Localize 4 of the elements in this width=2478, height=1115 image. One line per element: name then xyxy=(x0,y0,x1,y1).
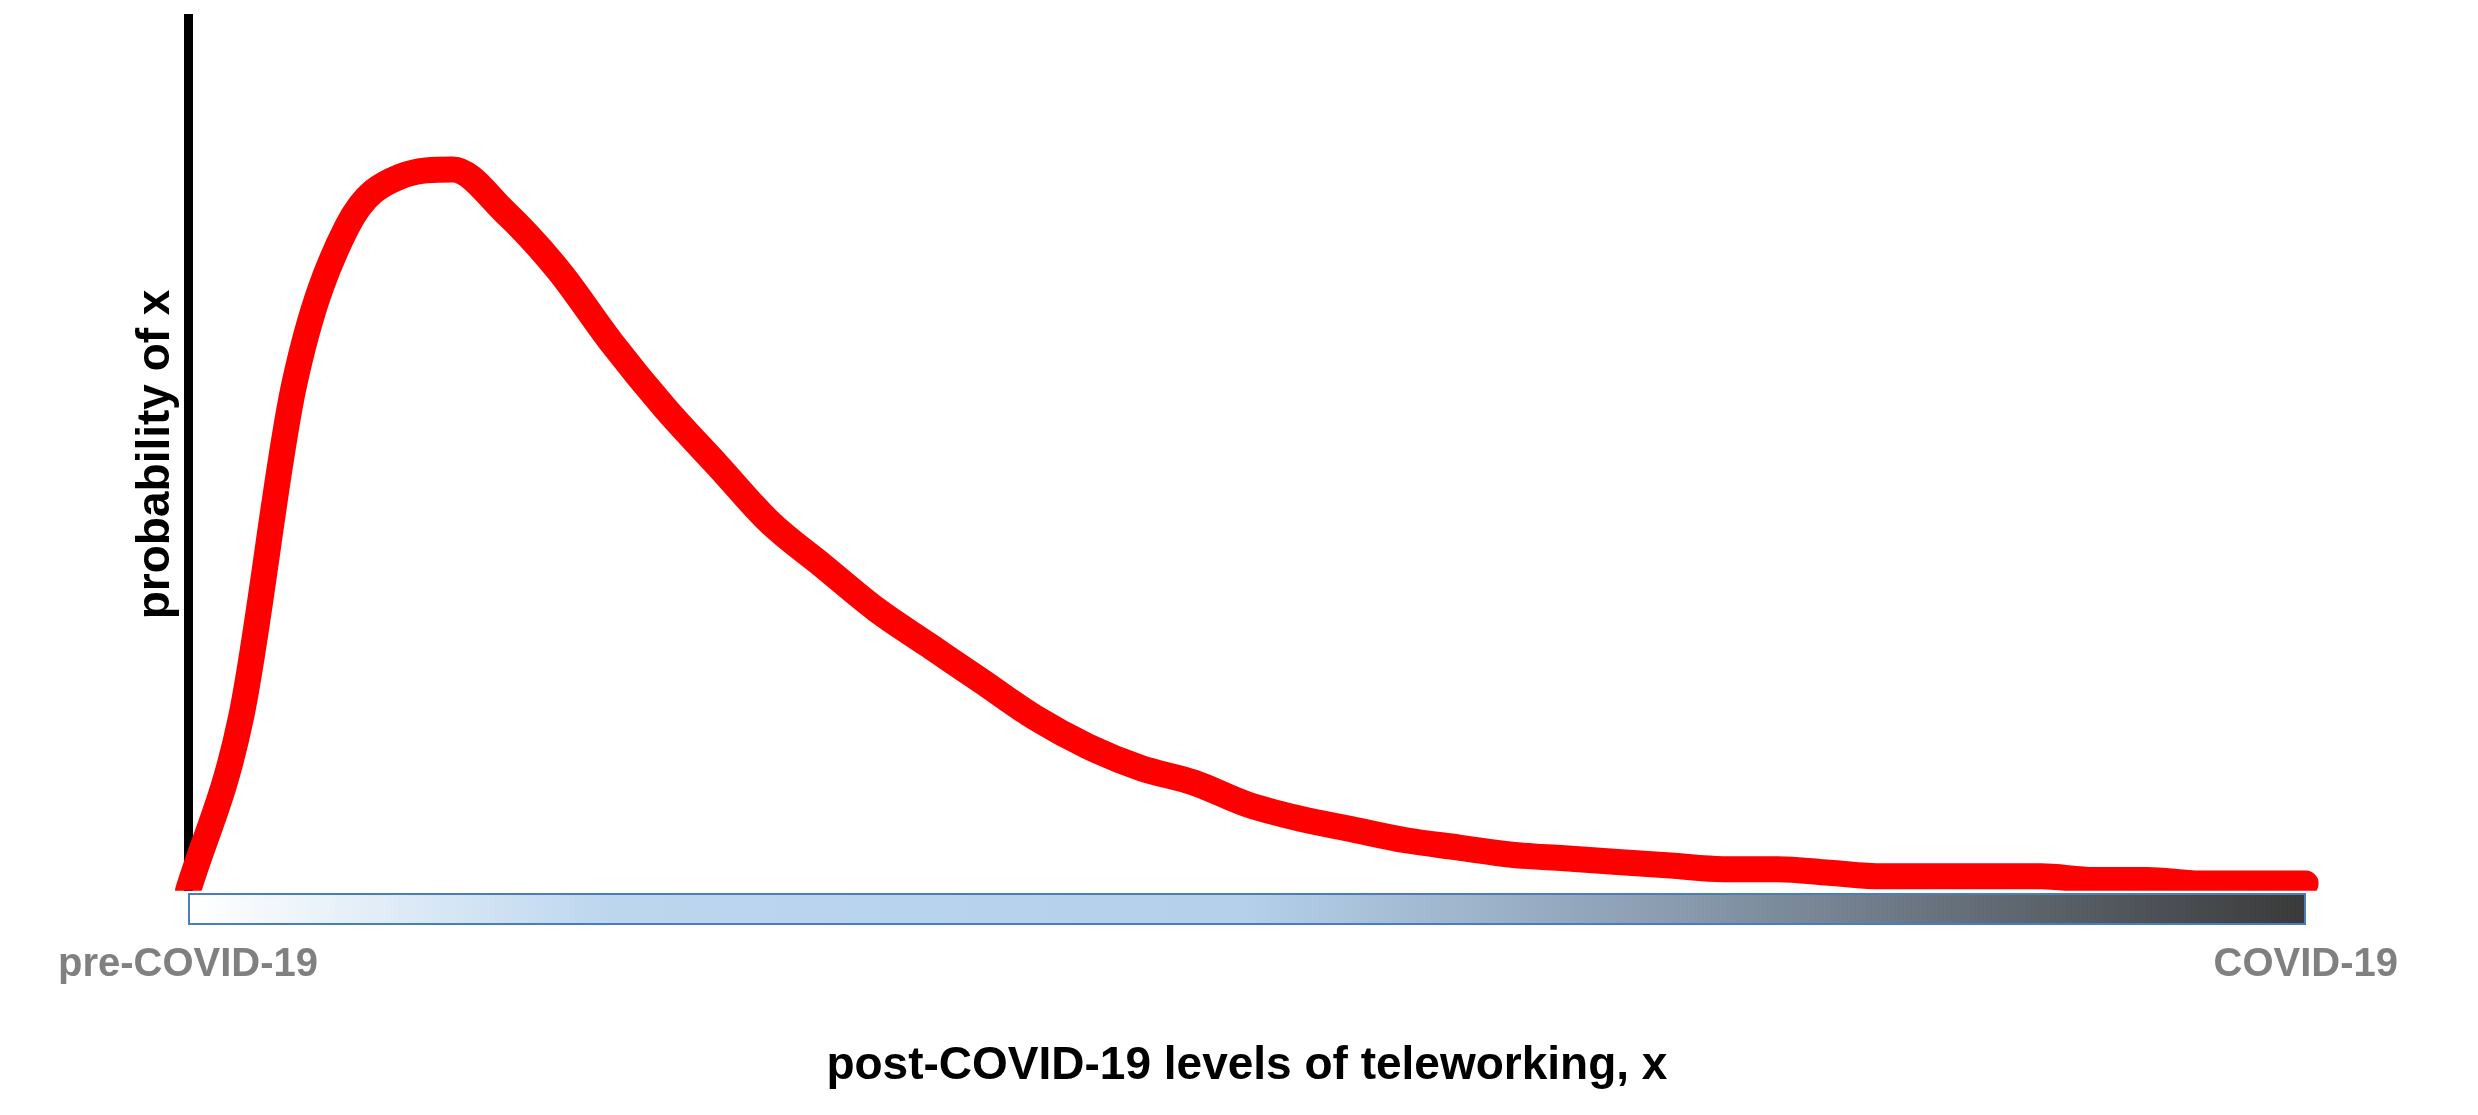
x-tick-label: pre-COVID-19 xyxy=(58,939,319,984)
x-tick-label: COVID-19 xyxy=(2213,939,2398,984)
y-axis-title: probability of x xyxy=(127,289,180,620)
x-axis-title: post-COVID-19 levels of teleworking, x xyxy=(826,1037,1668,1090)
